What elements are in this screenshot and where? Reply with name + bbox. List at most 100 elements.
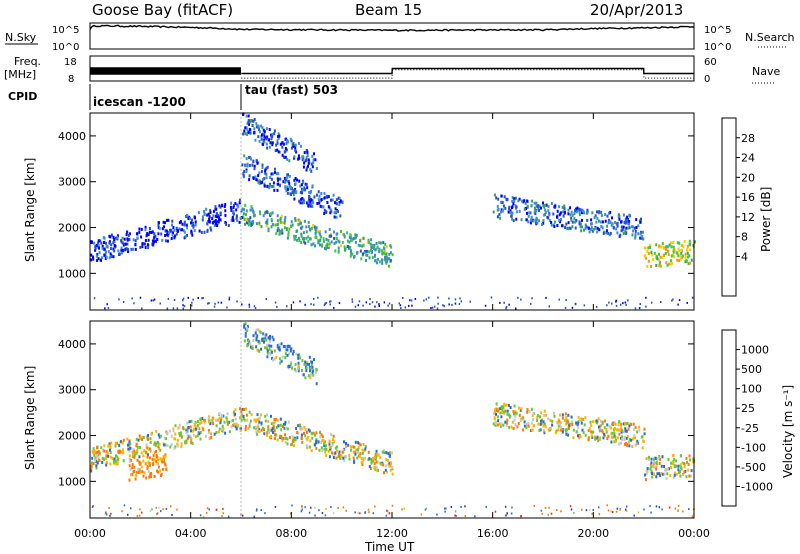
data-cell xyxy=(110,233,113,237)
data-cell xyxy=(193,229,196,232)
data-cell xyxy=(568,424,570,428)
data-cell xyxy=(293,367,296,371)
data-cell xyxy=(226,412,229,416)
data-cell xyxy=(195,435,197,439)
data-cell xyxy=(247,339,250,343)
scatter-cell xyxy=(464,505,466,508)
data-cell xyxy=(275,425,278,429)
data-cell xyxy=(149,456,151,460)
data-cell xyxy=(244,164,247,168)
scatter-cell xyxy=(351,300,354,303)
scatter-cell xyxy=(660,301,662,303)
data-cell xyxy=(96,461,99,465)
data-cell xyxy=(215,222,217,226)
data-cell xyxy=(169,445,172,449)
data-cell xyxy=(667,253,670,257)
data-cell xyxy=(194,220,197,224)
data-cell xyxy=(268,344,271,348)
data-cell xyxy=(307,239,310,243)
data-cell xyxy=(328,439,331,443)
scatter-cell xyxy=(333,306,335,309)
data-cell xyxy=(180,431,182,435)
data-cell xyxy=(303,431,305,435)
data-cell xyxy=(620,436,622,440)
scatter-cell xyxy=(136,515,139,517)
data-cell xyxy=(601,430,604,434)
data-cell xyxy=(506,412,509,416)
scatter-cell xyxy=(182,307,184,310)
data-cell xyxy=(215,220,218,224)
cpid-icescan: icescan -1200 xyxy=(93,95,186,109)
data-cell xyxy=(150,231,153,234)
data-cell xyxy=(120,251,123,255)
data-cell xyxy=(285,189,288,193)
data-cell xyxy=(105,244,108,248)
data-cell xyxy=(208,215,211,219)
data-cell xyxy=(623,221,626,225)
scatter-cell xyxy=(585,509,588,512)
data-cell xyxy=(323,212,326,215)
scatter-cell xyxy=(541,512,544,515)
data-cell xyxy=(305,168,308,172)
data-cell xyxy=(276,229,279,233)
data-cell xyxy=(260,181,263,185)
data-cell xyxy=(145,476,148,480)
data-cell xyxy=(260,347,262,351)
data-cell xyxy=(263,333,266,337)
data-cell xyxy=(231,215,234,219)
data-cell xyxy=(324,450,327,454)
scatter-cell xyxy=(608,301,610,304)
data-cell xyxy=(634,443,637,447)
data-cell xyxy=(282,424,284,428)
data-cell xyxy=(96,259,99,262)
data-cell xyxy=(138,460,141,464)
data-cell xyxy=(376,460,379,464)
scatter-cell xyxy=(325,508,327,511)
data-cell xyxy=(133,455,136,459)
data-cell xyxy=(173,446,176,450)
scatter-cell xyxy=(248,303,250,306)
data-cell xyxy=(543,409,546,413)
data-cell xyxy=(122,451,125,455)
data-cell xyxy=(672,249,675,252)
data-cell xyxy=(305,437,308,441)
data-cell xyxy=(565,222,568,226)
data-cell xyxy=(274,149,277,152)
data-cell xyxy=(677,252,680,256)
data-cell xyxy=(103,241,105,244)
data-cell xyxy=(141,470,144,474)
scatter-cell xyxy=(214,302,216,305)
data-cell xyxy=(302,165,305,169)
data-cell xyxy=(325,444,327,448)
data-cell xyxy=(249,119,252,123)
data-cell xyxy=(356,456,359,460)
data-cell xyxy=(561,416,564,420)
data-cell xyxy=(553,225,556,228)
data-cell xyxy=(114,444,117,448)
data-cell xyxy=(266,165,269,169)
data-cell xyxy=(323,444,326,447)
data-cell xyxy=(495,412,497,416)
data-cell xyxy=(147,233,150,237)
scatter-cell xyxy=(122,301,125,303)
data-cell xyxy=(143,471,146,475)
data-cell xyxy=(556,420,559,424)
scatter-cell xyxy=(504,514,507,517)
data-cell xyxy=(528,409,531,413)
data-cell xyxy=(266,355,269,359)
scatter-cell xyxy=(354,305,357,308)
data-cell xyxy=(567,221,570,225)
data-cell xyxy=(218,412,221,416)
data-cell xyxy=(565,428,568,432)
data-cell xyxy=(605,231,608,235)
data-cell xyxy=(558,205,561,209)
data-cell xyxy=(322,205,325,209)
data-cell xyxy=(248,174,251,178)
data-cell xyxy=(635,226,638,229)
data-cell xyxy=(528,211,531,215)
data-cell xyxy=(353,459,356,463)
data-cell xyxy=(287,344,290,348)
data-cell xyxy=(590,430,593,434)
data-cell xyxy=(631,233,634,237)
data-cell xyxy=(564,226,567,229)
